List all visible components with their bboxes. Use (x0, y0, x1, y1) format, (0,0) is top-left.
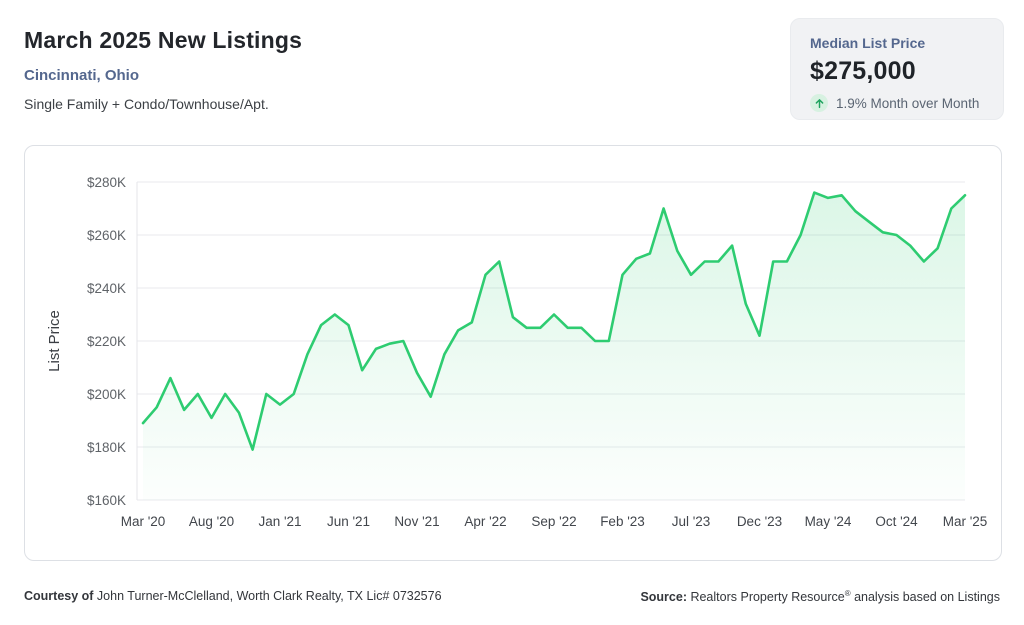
stat-label: Median List Price (810, 35, 926, 51)
stat-value: $275,000 (810, 57, 916, 85)
y-tick-label: $220K (87, 334, 126, 349)
arrow-up-icon (810, 94, 828, 112)
y-axis-title: List Price (46, 310, 63, 372)
median-list-price-card: Median List Price $275,000 1.9% Month ov… (790, 18, 1004, 120)
y-tick-label: $260K (87, 228, 126, 243)
x-tick-label: Mar '20 (121, 514, 166, 529)
property-types-subtitle: Single Family + Condo/Townhouse/Apt. (24, 96, 269, 112)
y-tick-label: $240K (87, 281, 126, 296)
stat-change-text: 1.9% Month over Month (836, 95, 980, 111)
y-tick-label: $200K (87, 387, 126, 402)
courtesy-text: Courtesy of John Turner-McClelland, Wort… (24, 589, 442, 603)
source-text: Source: Realtors Property Resource® anal… (640, 589, 1000, 605)
report-footer: Courtesy of John Turner-McClelland, Wort… (0, 589, 1024, 604)
x-tick-label: Apr '22 (464, 514, 506, 529)
x-tick-label: Mar '25 (943, 514, 988, 529)
report-header: March 2025 New Listings Cincinnati, Ohio… (24, 27, 302, 112)
x-tick-label: Jun '21 (327, 514, 370, 529)
x-tick-label: May '24 (805, 514, 852, 529)
price-line (141, 191, 967, 451)
x-tick-label: Sep '22 (531, 514, 576, 529)
y-tick-label: $160K (87, 493, 126, 508)
y-tick-label: $180K (87, 440, 126, 455)
chart-card: $280K $260K $240K $220K $200K $180K $160K Mar '… (24, 145, 1002, 561)
x-tick-label: Aug '20 (189, 514, 234, 529)
x-tick-label: Dec '23 (737, 514, 782, 529)
x-tick-label: Nov '21 (394, 514, 439, 529)
stat-change-row: 1.9% Month over Month (810, 94, 985, 112)
page-title: March 2025 New Listings (24, 27, 303, 53)
y-tick-label: $280K (87, 175, 126, 190)
location-subtitle: Cincinnati, Ohio (24, 67, 139, 84)
x-tick-label: Feb '23 (600, 514, 645, 529)
x-tick-label: Jan '21 (258, 514, 301, 529)
x-tick-label: Jul '23 (672, 514, 711, 529)
list-price-area-chart: $280K $260K $240K $220K $200K $180K $160K Mar '… (46, 175, 988, 529)
x-tick-label: Oct '24 (875, 514, 918, 529)
price-area (143, 192, 965, 500)
